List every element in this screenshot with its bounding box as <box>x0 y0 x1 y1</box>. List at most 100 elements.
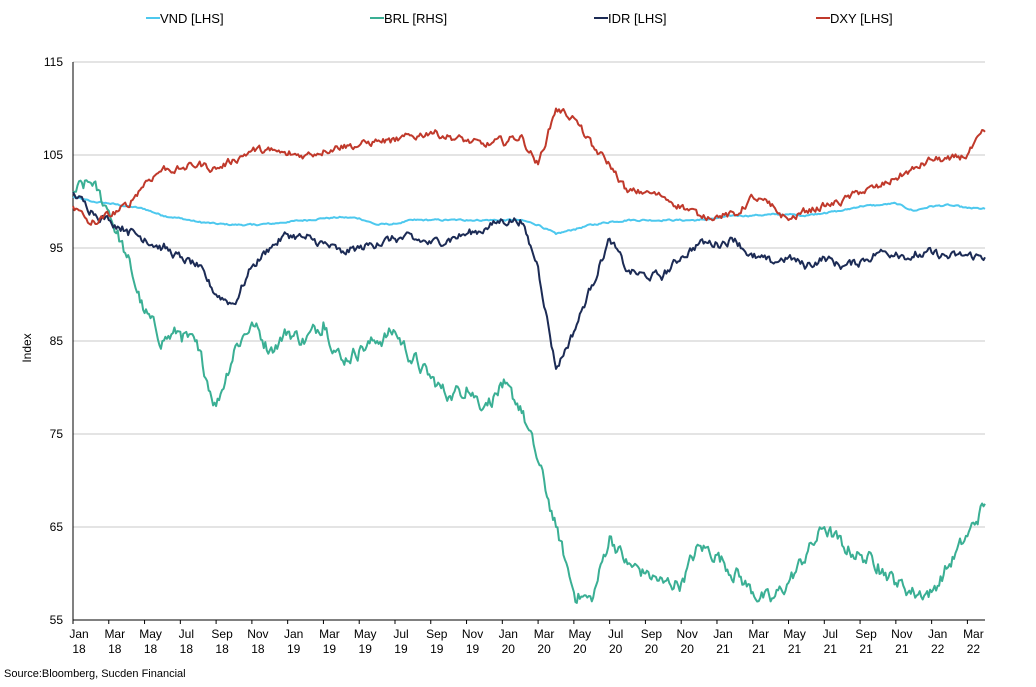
x-tick-label: Jul 19 <box>393 627 408 656</box>
x-tick-year: 18 <box>180 642 194 656</box>
x-tick-label: Jul 18 <box>179 627 194 656</box>
x-tick-month: Nov <box>247 627 268 641</box>
x-tick-year: 21 <box>788 642 802 656</box>
x-tick-month: Jan <box>499 627 518 641</box>
x-tick-label: May 18 <box>139 627 162 656</box>
legend-label: VND [LHS] <box>160 11 224 26</box>
x-tick-month: Jan <box>713 627 732 641</box>
x-tick-year: 19 <box>430 642 444 656</box>
series-lines <box>72 107 986 604</box>
x-tick-label: Mar 21 <box>748 627 769 656</box>
x-tick-month: Jul <box>608 627 623 641</box>
x-tick-year: 20 <box>645 642 659 656</box>
x-tick-label: Nov 21 <box>891 627 912 656</box>
x-tick-month: Jan <box>928 627 947 641</box>
x-tick-label: Jan 21 <box>713 627 732 656</box>
x-tick-month: Jul <box>179 627 194 641</box>
x-tick-label: Sep 21 <box>855 627 877 656</box>
x-tick-year: 21 <box>895 642 909 656</box>
x-tick-month: May <box>139 627 162 641</box>
y-tick-label: 95 <box>50 241 64 255</box>
x-tick-month: Mar <box>104 627 125 641</box>
x-tick-year: 19 <box>466 642 480 656</box>
x-tick-label: May 19 <box>354 627 377 656</box>
x-tick-year: 19 <box>359 642 373 656</box>
x-tick-label: May 21 <box>783 627 806 656</box>
x-tick-year: 20 <box>573 642 587 656</box>
x-tick-month: Nov <box>677 627 698 641</box>
x-tick-label: Mar 22 <box>963 627 984 656</box>
x-tick-label: Mar 20 <box>534 627 555 656</box>
x-tick-label: Jan 18 <box>69 627 88 656</box>
x-tick-year: 20 <box>537 642 551 656</box>
x-tick-month: Mar <box>748 627 769 641</box>
x-tick-month: Jul <box>393 627 408 641</box>
series-line-vnd <box>72 195 986 236</box>
x-tick-month: Nov <box>462 627 483 641</box>
y-axis-title: Index <box>20 333 34 362</box>
source-note: Source:Bloomberg, Sucden Financial <box>4 668 186 680</box>
x-tick-year: 18 <box>144 642 158 656</box>
x-tick-year: 22 <box>967 642 981 656</box>
x-tick-label: Nov 20 <box>677 627 698 656</box>
x-tick-year: 21 <box>859 642 873 656</box>
x-tick-year: 19 <box>394 642 408 656</box>
legend-label: DXY [LHS] <box>830 11 893 26</box>
x-tick-year: 18 <box>108 642 122 656</box>
x-tick-year: 19 <box>287 642 301 656</box>
x-tick-label: Sep 19 <box>426 627 448 656</box>
x-tick-label: Jan 22 <box>928 627 947 656</box>
x-tick-label: Jan 20 <box>499 627 518 656</box>
y-tick-label: 65 <box>50 520 64 534</box>
x-tick-year: 18 <box>215 642 229 656</box>
x-tick-month: May <box>783 627 806 641</box>
y-tick-label: 115 <box>44 55 63 69</box>
y-tick-label: 55 <box>50 613 64 627</box>
x-tick-year: 21 <box>824 642 838 656</box>
series-line-brl <box>72 179 986 604</box>
x-tick-label: Jul 20 <box>608 627 623 656</box>
x-tick-month: Mar <box>319 627 340 641</box>
series-line-dxy <box>72 107 986 226</box>
x-tick-month: Jul <box>823 627 838 641</box>
x-tick-label: Mar 18 <box>104 627 125 656</box>
y-tick-labels: 55 65 75 85 95 105 115 <box>43 55 63 627</box>
x-tick-month: Mar <box>534 627 555 641</box>
x-tick-label: Mar 19 <box>319 627 340 656</box>
x-tick-month: Jan <box>284 627 303 641</box>
x-tick-label: Sep 20 <box>641 627 663 656</box>
x-tick-month: May <box>354 627 377 641</box>
x-tick-month: Sep <box>211 627 233 641</box>
x-tick-label: Jul 21 <box>823 627 838 656</box>
x-tick-label: Nov 19 <box>462 627 483 656</box>
x-tick-year: 20 <box>502 642 516 656</box>
x-tick-year: 21 <box>716 642 730 656</box>
axes <box>72 62 985 621</box>
legend-label: IDR [LHS] <box>608 11 667 26</box>
x-tick-label: May 20 <box>569 627 592 656</box>
x-tick-month: Sep <box>855 627 877 641</box>
legend: VND [LHS] BRL [RHS] IDR [LHS] DXY [LHS] <box>146 11 893 26</box>
x-tick-label: Nov 18 <box>247 627 268 656</box>
y-tick-label: 105 <box>43 148 63 162</box>
x-tick-month: Nov <box>891 627 912 641</box>
x-tick-month: Sep <box>426 627 448 641</box>
x-tick-month: May <box>569 627 592 641</box>
x-tick-year: 22 <box>931 642 945 656</box>
legend-label: BRL [RHS] <box>384 11 447 26</box>
x-tick-month: Sep <box>641 627 663 641</box>
x-tick-label: Sep 18 <box>211 627 233 656</box>
x-tick-year: 21 <box>752 642 766 656</box>
x-tick-year: 19 <box>323 642 337 656</box>
x-tick-year: 18 <box>251 642 265 656</box>
x-tick-year: 20 <box>681 642 695 656</box>
x-tick-year: 18 <box>72 642 86 656</box>
x-tick-label: Jan 19 <box>284 627 303 656</box>
series-line-idr <box>72 191 986 370</box>
gridlines <box>73 61 985 621</box>
x-tick-month: Jan <box>69 627 88 641</box>
y-tick-label: 75 <box>50 427 64 441</box>
x-tick-month: Mar <box>963 627 984 641</box>
